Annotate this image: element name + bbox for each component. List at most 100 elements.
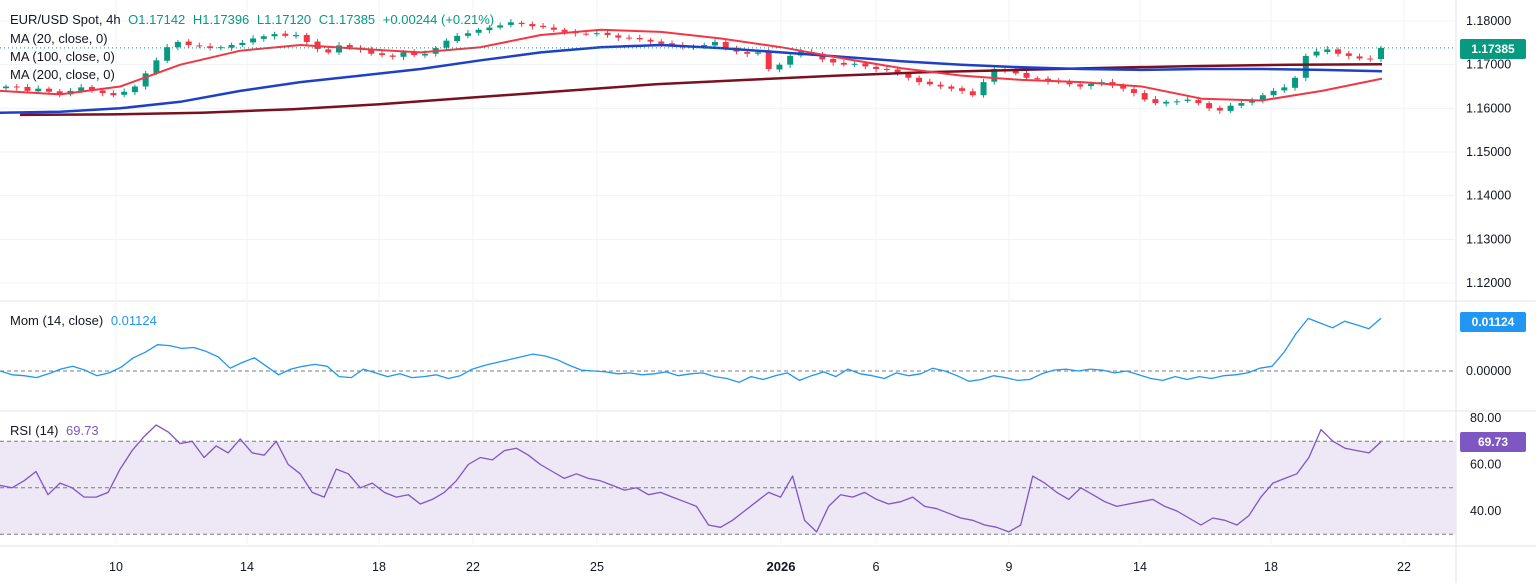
candle-body xyxy=(142,73,149,87)
candle-body xyxy=(164,47,171,61)
candle-body xyxy=(1378,47,1384,59)
candle-body xyxy=(722,41,729,49)
momentum-line xyxy=(0,317,1382,383)
rsi-tag: 69.73 xyxy=(1460,432,1526,452)
candle-body xyxy=(894,69,901,74)
candle-body xyxy=(926,81,933,85)
low-value: L1.17120 xyxy=(256,12,312,27)
candle-body xyxy=(1034,78,1041,80)
candle-body xyxy=(131,86,138,93)
candle-body xyxy=(851,63,858,65)
candle-body xyxy=(1206,103,1213,109)
ma100-label[interactable]: MA (100, close, 0) xyxy=(10,49,115,64)
candle-body xyxy=(121,91,128,95)
y-tick-label: 1.18000 xyxy=(1466,14,1511,28)
candle-body xyxy=(1184,99,1191,101)
candle-body xyxy=(1012,69,1019,74)
candle-body xyxy=(916,77,923,83)
rsi-tick-label: 40.00 xyxy=(1470,504,1501,518)
candle-body xyxy=(1087,83,1094,87)
candle-body xyxy=(744,52,751,54)
mom-label[interactable]: Mom (14, close) xyxy=(10,313,104,328)
candle-body xyxy=(1292,77,1299,88)
y-tick-label: 1.16000 xyxy=(1466,101,1511,115)
candle-body xyxy=(1367,58,1374,60)
candle-body xyxy=(250,38,257,43)
candle-body xyxy=(883,69,890,71)
candle-body xyxy=(787,55,794,65)
candle-body xyxy=(56,91,63,94)
candle-body xyxy=(174,41,181,48)
candle-body xyxy=(550,27,557,30)
candle-body xyxy=(948,86,955,89)
x-tick-label: 22 xyxy=(466,560,480,574)
x-tick-label: 25 xyxy=(590,560,604,574)
candle-body xyxy=(282,33,289,36)
symbol-title[interactable]: EUR/USD Spot, 4h xyxy=(10,12,121,27)
candle-body xyxy=(862,63,869,67)
candle-body xyxy=(540,25,547,28)
candle-body xyxy=(486,27,493,31)
candle-body xyxy=(464,33,471,36)
candle-body xyxy=(1023,72,1030,78)
candle-body xyxy=(626,37,633,39)
rsi-label[interactable]: RSI (14) xyxy=(10,423,59,438)
candle-body xyxy=(1281,87,1288,91)
candle-body xyxy=(980,82,987,96)
candle-body xyxy=(411,52,418,56)
ma20-line xyxy=(0,28,1383,102)
candle-body xyxy=(185,41,192,46)
candle-body xyxy=(518,22,525,25)
candle-body xyxy=(1195,100,1202,104)
candle-body xyxy=(421,53,428,56)
close-value: C1.17385 xyxy=(318,12,376,27)
y-tick-label: 1.13000 xyxy=(1466,232,1511,246)
candle-body xyxy=(35,88,42,92)
rsi-value: 69.73 xyxy=(66,423,99,438)
candle-body xyxy=(497,25,504,28)
ma200-label[interactable]: MA (200, close, 0) xyxy=(10,67,115,82)
candle-body xyxy=(711,41,718,46)
candle-body xyxy=(1270,90,1277,96)
candle-body xyxy=(378,53,385,56)
y-tick-label: 1.12000 xyxy=(1466,276,1511,290)
candle-body xyxy=(905,73,912,78)
mom-value: 0.01124 xyxy=(110,313,157,328)
rsi-tick-label: 80.00 xyxy=(1470,411,1501,425)
candle-body xyxy=(346,45,353,48)
x-tick-label: 10 xyxy=(109,560,123,574)
candle-body xyxy=(937,84,944,87)
rsi-tick-label: 60.00 xyxy=(1470,458,1501,472)
y-tick-label: 1.17000 xyxy=(1466,58,1511,72)
candle-body xyxy=(754,52,761,54)
candle-body xyxy=(1259,95,1266,101)
symbol-header: EUR/USD Spot, 4h O1.17142 H1.17396 L1.17… xyxy=(10,12,498,28)
candle-body xyxy=(1356,56,1363,59)
candle-body xyxy=(336,45,343,53)
candle-body xyxy=(583,33,590,35)
candle-body xyxy=(1130,89,1137,94)
candle-body xyxy=(593,33,600,35)
candle-body xyxy=(615,35,622,38)
candle-body xyxy=(325,49,332,53)
ma100-line xyxy=(0,43,1383,114)
ma20-label[interactable]: MA (20, close, 0) xyxy=(10,31,108,46)
candle-body xyxy=(110,93,117,96)
candle-body xyxy=(765,52,772,70)
candle-body xyxy=(1302,55,1309,78)
candle-body xyxy=(45,88,52,92)
candle-body xyxy=(959,88,966,91)
candle-body xyxy=(1152,99,1159,104)
candle-body xyxy=(701,45,708,47)
y-tick-label: 1.14000 xyxy=(1466,189,1511,203)
candle-body xyxy=(1216,107,1223,111)
candle-body xyxy=(443,40,450,48)
candle-body xyxy=(1324,49,1331,53)
candle-body xyxy=(196,45,203,47)
candle-body xyxy=(647,39,654,42)
candle-body xyxy=(1238,103,1245,106)
candle-body xyxy=(507,22,514,25)
candle-body xyxy=(454,35,461,42)
candle-body xyxy=(1227,105,1234,111)
